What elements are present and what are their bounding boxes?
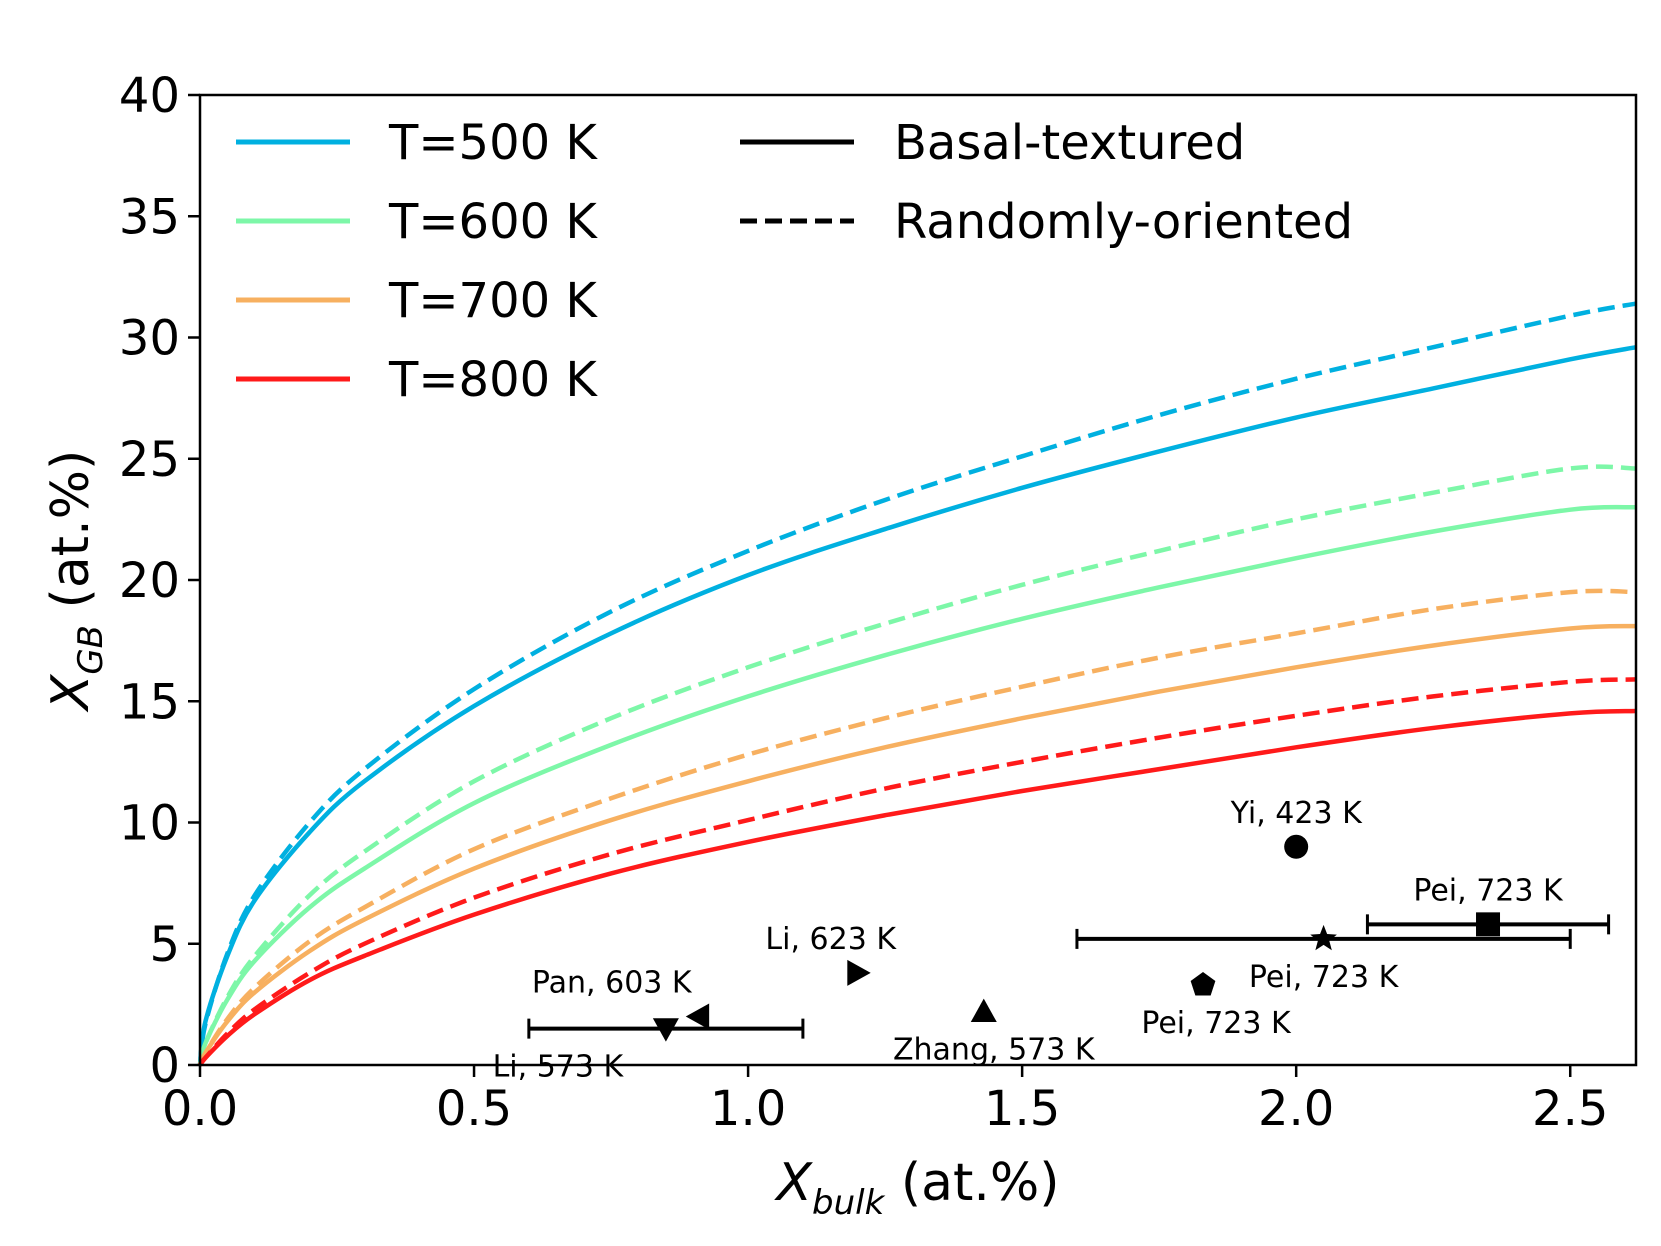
series-line-t-800-k-dashed bbox=[198, 677, 1637, 1067]
x-axis-title: Xbulk (at.%) bbox=[773, 1153, 1059, 1223]
legend-label: T=800 K bbox=[388, 352, 598, 408]
y-tick-label: 15 bbox=[119, 674, 180, 730]
y-tick-label: 0 bbox=[149, 1038, 180, 1094]
marker-square bbox=[1476, 912, 1501, 937]
data-point-label: Zhang, 573 K bbox=[893, 1033, 1096, 1068]
x-tick-label: 2.0 bbox=[1258, 1081, 1334, 1137]
marker-pentagon bbox=[1190, 971, 1216, 996]
data-point-label: Li, 573 K bbox=[493, 1050, 625, 1085]
marker-triangle-down bbox=[652, 1018, 679, 1042]
marker-circle bbox=[1284, 834, 1309, 859]
curves-layer bbox=[197, 301, 1637, 1067]
x-tick-label: 0.0 bbox=[162, 1081, 238, 1137]
x-tick-label: 0.5 bbox=[436, 1081, 512, 1137]
series-line-t-500-k-dashed bbox=[197, 301, 1637, 1066]
y-tick-label: 20 bbox=[119, 553, 180, 609]
series-line-t-600-k-dashed bbox=[197, 464, 1637, 1066]
data-point-label: Pei, 723 K bbox=[1249, 960, 1400, 995]
y-tick-label: 25 bbox=[119, 432, 180, 488]
data-point-label: Li, 623 K bbox=[765, 922, 897, 957]
marker-star bbox=[1310, 924, 1337, 951]
y-tick-label: 35 bbox=[119, 189, 180, 245]
data-point-label: Yi, 423 K bbox=[1230, 796, 1363, 831]
data-point-label: Pan, 603 K bbox=[532, 966, 693, 1001]
legend: T=500 K T=600 K T=700 K T=800 K Basal-textur… bbox=[236, 115, 1353, 408]
y-tick-label: 30 bbox=[119, 311, 180, 367]
y-axis: 0 5 10 15 20 25 30 35 40 bbox=[119, 68, 200, 1094]
y-tick-label: 5 bbox=[149, 917, 180, 973]
y-tick-label: 10 bbox=[119, 796, 180, 852]
marker-triangle-left bbox=[685, 1003, 710, 1030]
series-line-t-500-k-solid bbox=[197, 344, 1637, 1066]
legend-label: T=700 K bbox=[388, 273, 598, 329]
x-axis: 0.0 0.5 1.0 1.5 2.0 2.5 bbox=[162, 1065, 1608, 1137]
x-tick-label: 2.5 bbox=[1532, 1081, 1608, 1137]
legend-label: Basal-textured bbox=[894, 115, 1245, 171]
x-tick-label: 1.5 bbox=[984, 1081, 1060, 1137]
marker-triangle-up bbox=[970, 998, 997, 1023]
marker-triangle-right bbox=[847, 959, 871, 986]
legend-label: T=600 K bbox=[388, 194, 598, 250]
experiments-layer: Yi, 423 K Pei, 723 K Pei, 723 K Pei, 723 K L… bbox=[493, 796, 1611, 1085]
data-point-label: Pei, 723 K bbox=[1141, 1006, 1292, 1041]
x-tick-label: 1.0 bbox=[710, 1081, 786, 1137]
y-axis-title: XGB (at.%) bbox=[41, 450, 111, 714]
legend-label: T=500 K bbox=[388, 115, 598, 171]
y-tick-label: 40 bbox=[119, 68, 180, 124]
data-point-label: Pei, 723 K bbox=[1413, 873, 1564, 908]
series-line-t-600-k-solid bbox=[197, 504, 1637, 1066]
series-line-t-700-k-dashed bbox=[197, 588, 1637, 1066]
series-line-t-800-k-solid bbox=[198, 708, 1637, 1067]
series-line-t-700-k-solid bbox=[197, 623, 1637, 1066]
legend-label: Randomly-oriented bbox=[894, 194, 1353, 250]
